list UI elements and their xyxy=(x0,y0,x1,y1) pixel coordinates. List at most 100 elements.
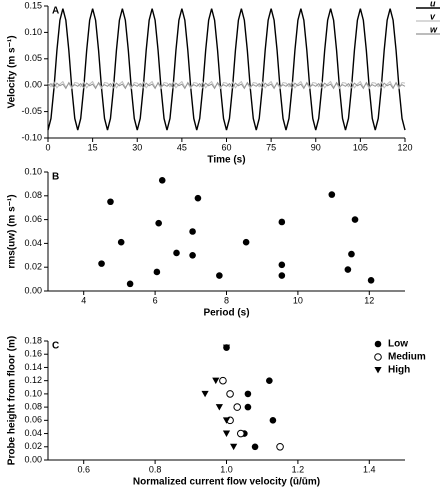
x-tick-label: 8 xyxy=(224,295,229,305)
y-tick-label: 0.08 xyxy=(24,401,42,411)
point xyxy=(251,443,259,451)
y-axis-title: rms(uw) (m s⁻¹) xyxy=(7,194,18,268)
y-tick-label: 0.10 xyxy=(24,166,42,176)
series-line xyxy=(47,8,406,131)
x-tick-label: 12 xyxy=(364,295,374,305)
x-tick-label: 75 xyxy=(266,142,276,152)
point xyxy=(236,429,245,438)
x-tick-label: 1.2 xyxy=(292,464,305,474)
x-tick-label: 60 xyxy=(221,142,231,152)
panel-label: B xyxy=(52,172,59,183)
point xyxy=(344,266,352,273)
point xyxy=(222,417,231,424)
legend-label: w xyxy=(430,24,438,34)
x-tick-label: 45 xyxy=(177,142,187,152)
y-tick-label: -0.05 xyxy=(21,106,42,116)
x-tick-label: 15 xyxy=(88,142,98,152)
point xyxy=(328,191,336,198)
point xyxy=(278,272,286,279)
point xyxy=(222,344,231,352)
x-axis-title: Normalized current flow velocity (ū/ūm) xyxy=(133,477,320,488)
x-tick-label: 4 xyxy=(81,295,86,305)
y-tick-label: 0.08 xyxy=(24,190,42,200)
legend-label: Low xyxy=(388,339,408,350)
x-tick-label: 0.6 xyxy=(77,464,90,474)
y-tick-label: 0.00 xyxy=(24,285,42,295)
x-tick-label: 1.0 xyxy=(220,464,233,474)
point xyxy=(212,377,220,385)
y-tick-label: 0.00 xyxy=(24,454,42,464)
legend-label: Medium xyxy=(388,352,426,363)
x-tick-label: 90 xyxy=(311,142,321,152)
y-tick-label: 0.16 xyxy=(24,349,42,359)
x-tick-label: 1.4 xyxy=(363,464,376,474)
point xyxy=(351,216,359,223)
legend-label: u xyxy=(430,0,436,8)
y-tick-label: 0.06 xyxy=(24,415,42,425)
series-line xyxy=(47,81,406,90)
y-tick-label: 0.04 xyxy=(24,238,42,248)
point xyxy=(244,390,252,398)
point xyxy=(158,177,166,184)
y-tick-label: 0.05 xyxy=(24,53,42,63)
point xyxy=(107,198,114,206)
x-tick-label: 0 xyxy=(45,142,50,152)
point xyxy=(278,261,286,269)
point xyxy=(222,430,231,437)
legend-label: v xyxy=(430,11,436,21)
y-tick-label: 0.15 xyxy=(24,0,42,10)
point xyxy=(242,238,250,246)
y-tick-label: 0.02 xyxy=(24,441,42,451)
point xyxy=(194,194,202,202)
y-tick-label: 0.14 xyxy=(24,362,42,372)
y-tick-label: 0.02 xyxy=(24,262,42,272)
y-tick-label: 0.12 xyxy=(24,375,42,385)
point xyxy=(215,404,223,411)
x-tick-label: 105 xyxy=(353,142,368,152)
point xyxy=(189,228,196,235)
y-axis-title: Probe height from floor (m) xyxy=(7,336,18,465)
point xyxy=(126,280,134,288)
y-tick-label: 0.06 xyxy=(24,214,42,224)
point xyxy=(276,442,284,451)
legend-label: High xyxy=(388,365,410,376)
point xyxy=(173,249,180,257)
x-tick-label: 120 xyxy=(397,142,412,152)
point xyxy=(266,377,273,384)
panel-label: C xyxy=(52,341,59,352)
point xyxy=(216,272,223,279)
point xyxy=(367,276,375,284)
legend-marker xyxy=(374,353,382,361)
y-tick-label: 0.18 xyxy=(24,335,42,345)
point xyxy=(278,218,286,226)
y-tick-label: 0.00 xyxy=(24,80,42,90)
point xyxy=(233,403,242,411)
y-tick-label: 0.04 xyxy=(24,428,42,438)
x-tick-label: 6 xyxy=(153,295,158,305)
x-tick-label: 0.8 xyxy=(149,464,162,474)
x-axis-title: Period (s) xyxy=(203,308,249,319)
y-axis-title: Velocity (m s⁻¹) xyxy=(7,35,18,108)
legend-marker xyxy=(374,367,382,374)
point xyxy=(155,219,162,227)
point xyxy=(201,390,209,398)
series-line xyxy=(47,80,406,90)
x-axis-title: Time (s) xyxy=(207,155,245,166)
point xyxy=(230,443,238,451)
point xyxy=(226,390,234,398)
point xyxy=(153,268,161,276)
point xyxy=(117,238,125,246)
point xyxy=(244,403,252,411)
point xyxy=(189,252,196,259)
x-tick-label: 30 xyxy=(132,142,142,152)
y-tick-label: 0.10 xyxy=(24,27,42,37)
x-tick-label: 10 xyxy=(293,295,303,305)
y-tick-label: -0.10 xyxy=(21,132,42,142)
legend-marker xyxy=(374,340,382,348)
point xyxy=(98,260,105,267)
panel-label: A xyxy=(52,6,59,17)
point xyxy=(269,417,277,424)
y-tick-label: 0.10 xyxy=(24,388,42,398)
point xyxy=(348,250,355,258)
